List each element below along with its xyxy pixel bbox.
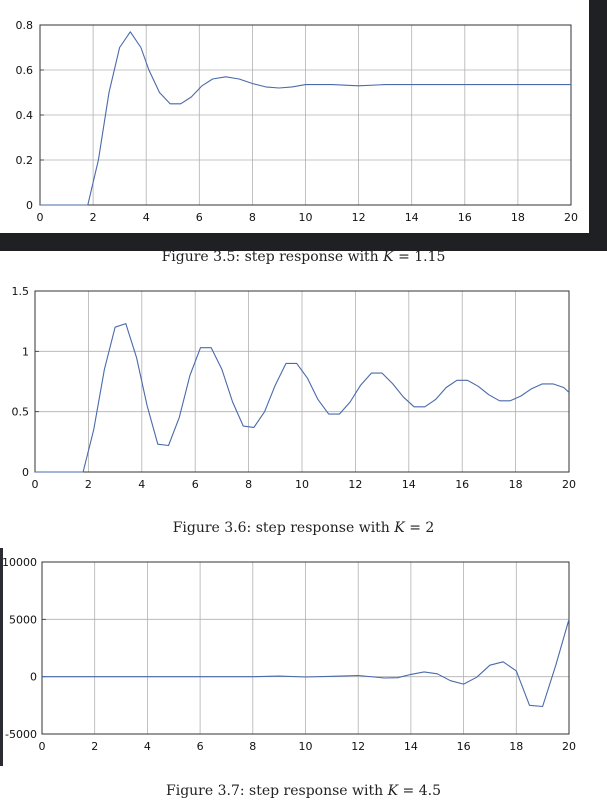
x-tick-label: 10 — [295, 478, 309, 491]
caption-value: = 2 — [404, 520, 435, 536]
plot-frame — [41, 561, 570, 735]
caption-var: K — [394, 520, 405, 536]
y-tick-label: 0 — [26, 199, 33, 212]
caption-var: K — [383, 249, 394, 265]
x-tick-label: 12 — [352, 211, 366, 224]
y-tick-label: 0.6 — [16, 64, 34, 77]
caption-var: K — [387, 783, 399, 799]
x-tick-label: 0 — [39, 740, 46, 753]
x-tick-label: 2 — [85, 478, 92, 491]
x-tick-label: 4 — [144, 740, 151, 753]
chart-k-2: 0 2 4 6 8 10 12 14 16 18 20 0 0.5 1 1.5 — [12, 285, 577, 491]
x-tick-label: 14 — [404, 740, 418, 753]
x-tick-label: 16 — [458, 211, 472, 224]
plot-frame — [39, 24, 572, 206]
x-tick-label: 10 — [299, 740, 313, 753]
caption-text: Figure 3.6: step response with — [172, 520, 395, 536]
x-tick-label: 20 — [564, 211, 578, 224]
x-tick-label: 12 — [351, 740, 365, 753]
x-tick-label: 6 — [197, 740, 204, 753]
x-tick-label: 8 — [249, 740, 256, 753]
x-tick-label: 12 — [348, 478, 362, 491]
x-tick-label: 16 — [457, 740, 471, 753]
x-tick-label: 20 — [562, 478, 576, 491]
x-tick-label: 4 — [138, 478, 145, 491]
series-line — [40, 31, 571, 206]
x-tick-label: 6 — [196, 211, 203, 224]
y-tick-label: 0.5 — [12, 406, 30, 419]
x-tick-label: 18 — [509, 478, 523, 491]
x-tick-label: 8 — [249, 211, 256, 224]
caption-value: = 1.15 — [393, 249, 446, 265]
x-tick-label: 8 — [245, 478, 252, 491]
y-tick-label: 10000 — [2, 556, 37, 569]
left-edge-strip — [0, 548, 3, 766]
y-tick-label: 0.4 — [16, 109, 34, 122]
x-tick-label: 0 — [37, 211, 44, 224]
y-tick-label: 0 — [30, 671, 37, 684]
x-tick-label: 18 — [511, 211, 525, 224]
x-tick-label: 0 — [32, 478, 39, 491]
series-line — [35, 323, 570, 473]
y-tick-label: 0 — [22, 466, 29, 479]
x-tick-label: 4 — [143, 211, 150, 224]
x-tick-label: 2 — [90, 211, 97, 224]
y-tick-label: 5000 — [9, 613, 37, 626]
figure-caption-3-7: Figure 3.7: step response with K = 4.5 — [0, 783, 607, 799]
plot-frame — [34, 290, 570, 473]
figure-caption-3-5: Figure 3.5: step response with K = 1.15 — [0, 249, 607, 265]
y-tick-label: -5000 — [5, 728, 37, 741]
series-line — [42, 619, 570, 708]
y-tick-label: 0.2 — [16, 154, 34, 167]
x-tick-label: 18 — [509, 740, 523, 753]
x-tick-label: 10 — [299, 211, 313, 224]
x-tick-label: 2 — [91, 740, 98, 753]
x-tick-label: 6 — [192, 478, 199, 491]
y-tick-label: 1 — [22, 345, 29, 358]
caption-value: = 4.5 — [398, 783, 441, 799]
x-tick-label: 20 — [562, 740, 576, 753]
chart-k-1-15: 0 2 4 6 8 10 12 14 16 18 20 0 0.2 0.4 0.6 0.8 — [16, 19, 579, 224]
dark-band — [0, 233, 607, 251]
y-tick-label: 0.8 — [16, 19, 34, 32]
caption-text: Figure 3.5: step response with — [161, 249, 384, 265]
x-tick-label: 16 — [455, 478, 469, 491]
figure-caption-3-6: Figure 3.6: step response with K = 2 — [0, 520, 607, 536]
dark-edge-right — [589, 0, 607, 233]
x-tick-label: 14 — [405, 211, 419, 224]
caption-text: Figure 3.7: step response with — [166, 783, 388, 799]
y-tick-label: 1.5 — [12, 285, 30, 298]
x-tick-label: 14 — [402, 478, 416, 491]
